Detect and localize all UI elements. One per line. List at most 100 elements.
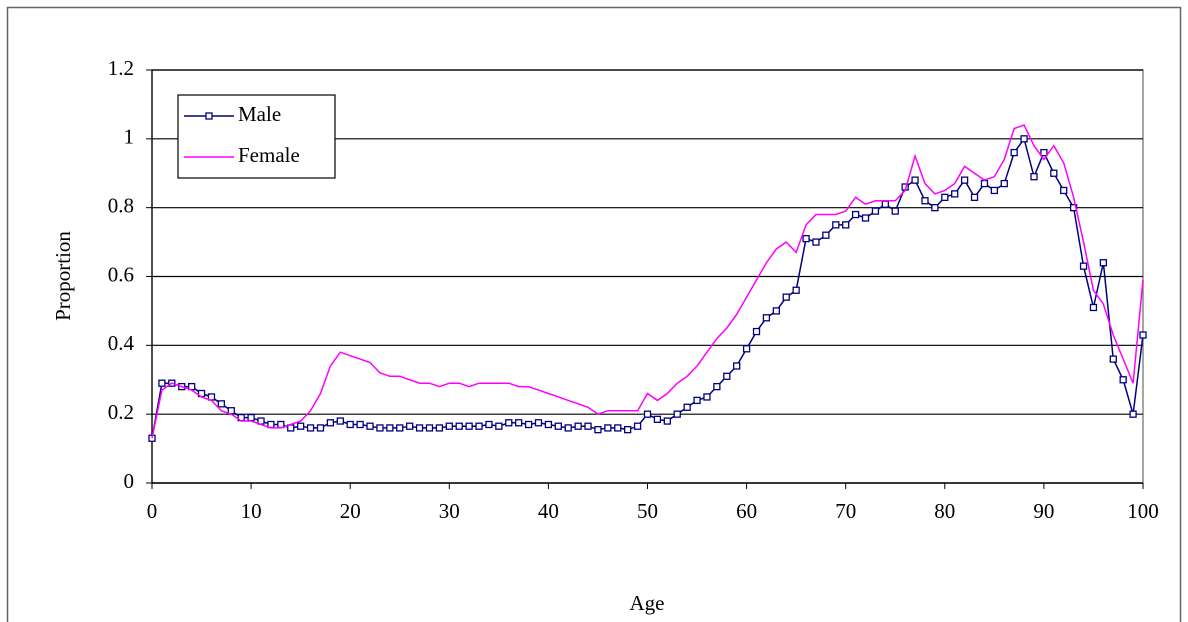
point-marker [643, 410, 652, 418]
point-marker [336, 417, 344, 425]
point-marker [1119, 376, 1127, 384]
legend: Male Female [177, 94, 336, 179]
point-marker [703, 393, 711, 401]
point-marker [861, 214, 870, 222]
point-marker [663, 417, 671, 425]
point-marker [554, 422, 562, 430]
point-marker [733, 362, 741, 370]
point-marker [653, 415, 662, 423]
point-marker [505, 419, 513, 427]
point-marker [425, 424, 434, 432]
point-marker [445, 422, 453, 430]
point-marker [396, 424, 404, 432]
point-marker [1010, 148, 1018, 157]
point-marker [465, 422, 473, 430]
point-marker [881, 200, 889, 208]
x-tick-label: 50 [637, 499, 658, 523]
point-marker [366, 422, 374, 430]
point-marker [584, 422, 592, 430]
point-marker [891, 207, 899, 215]
point-marker [792, 286, 800, 294]
point-marker [475, 422, 483, 430]
point-marker [574, 422, 582, 430]
point-marker [1050, 169, 1058, 177]
point-marker [1079, 262, 1088, 270]
point-marker [544, 420, 553, 429]
point-marker [822, 231, 830, 239]
y-tick-label: 0.8 [108, 193, 134, 217]
point-marker [752, 327, 761, 336]
point-marker [970, 193, 979, 201]
series-line [151, 124, 1144, 439]
point-marker [306, 424, 315, 432]
point-marker [723, 372, 731, 380]
point-marker [614, 424, 622, 432]
x-tick-label: 60 [736, 499, 757, 523]
point-marker [415, 424, 424, 432]
x-tick-label: 40 [538, 499, 559, 523]
point-marker [911, 176, 919, 184]
point-marker [524, 420, 533, 429]
point-marker [802, 234, 810, 243]
point-marker [832, 221, 840, 229]
point-marker [316, 424, 325, 432]
x-tick-label: 0 [147, 499, 158, 523]
point-marker [1000, 179, 1008, 188]
point-marker [990, 186, 998, 195]
point-marker [693, 396, 701, 405]
point-marker [851, 210, 860, 219]
point-marker [812, 238, 820, 246]
point-marker [356, 420, 364, 429]
point-marker [406, 422, 414, 430]
point-marker [217, 400, 226, 408]
point-marker [594, 426, 602, 434]
y-tick-label: 0.6 [108, 262, 134, 286]
point-marker [1040, 148, 1048, 157]
legend-marker [205, 112, 213, 120]
point-marker [683, 403, 691, 411]
point-marker [376, 424, 384, 432]
point-marker [296, 422, 305, 430]
point-marker [515, 419, 523, 427]
point-marker [931, 204, 939, 212]
point-marker [158, 379, 166, 387]
y-tick-label: 1.2 [108, 56, 134, 80]
point-marker [624, 426, 632, 434]
x-axis-title: Age [630, 591, 665, 615]
point-marker [960, 176, 969, 184]
x-tick-label: 70 [835, 499, 856, 523]
point-marker [633, 422, 642, 430]
x-tick-label: 30 [439, 499, 460, 523]
point-marker [842, 221, 850, 229]
point-marker [435, 424, 444, 432]
legend-label: Female [238, 143, 300, 167]
point-marker [673, 410, 681, 418]
point-marker [485, 420, 493, 429]
point-marker [564, 424, 572, 432]
x-tick-label: 20 [340, 499, 361, 523]
point-marker [1020, 135, 1028, 143]
point-marker [941, 193, 949, 201]
point-marker [951, 190, 959, 198]
point-marker [386, 424, 394, 432]
y-tick-label: 1 [124, 125, 135, 149]
x-tick-label: 10 [241, 499, 262, 523]
x-tick-label: 100 [1127, 499, 1159, 523]
point-marker [455, 422, 463, 430]
y-axis-title: Proportion [51, 231, 75, 321]
point-marker [346, 420, 354, 429]
point-marker [604, 424, 612, 432]
point-marker [980, 179, 989, 188]
legend-label: Male [238, 102, 281, 126]
point-marker [1099, 259, 1108, 267]
y-tick-label: 0.4 [108, 331, 135, 355]
point-marker [534, 419, 543, 427]
point-marker [713, 382, 721, 391]
point-marker [495, 422, 503, 430]
point-marker [326, 419, 335, 427]
x-tick-label: 90 [1033, 499, 1054, 523]
point-marker [921, 197, 929, 205]
point-marker [1139, 331, 1147, 339]
point-marker [782, 293, 790, 301]
